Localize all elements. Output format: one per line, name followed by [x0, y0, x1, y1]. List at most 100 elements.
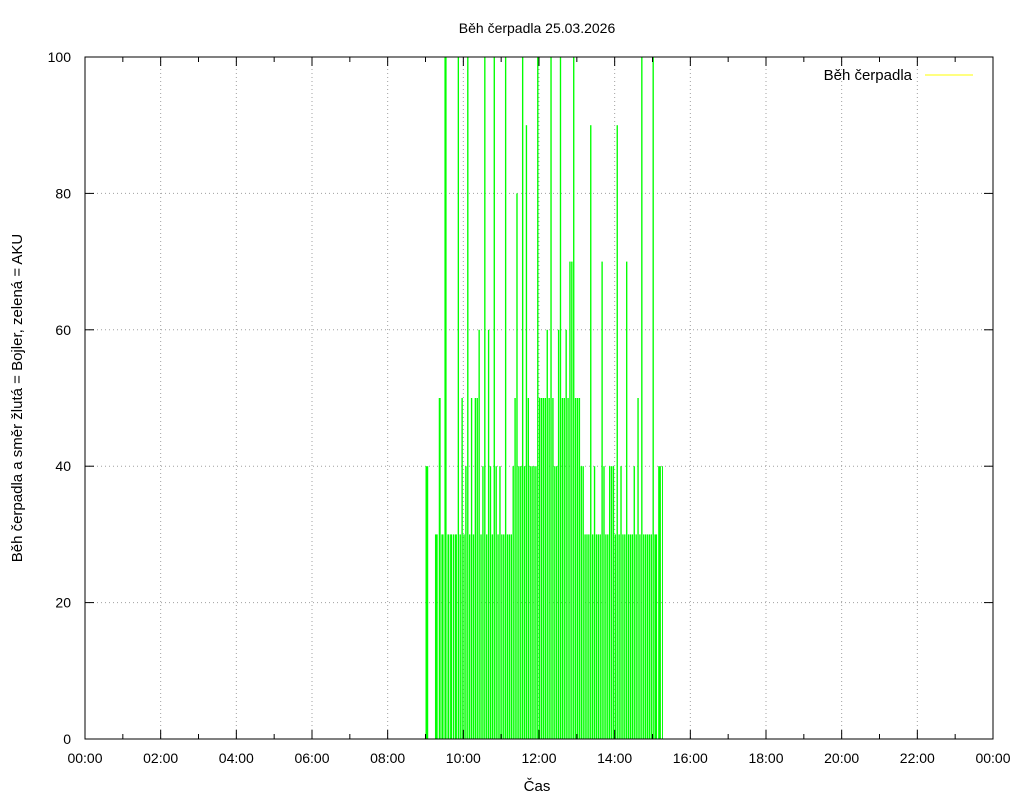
bar [521, 57, 524, 739]
bar [452, 534, 455, 739]
bar [516, 193, 518, 739]
bar [470, 398, 473, 739]
bar [607, 534, 609, 739]
x-tick-label: 16:00 [673, 750, 708, 766]
bar [588, 534, 590, 739]
bar [550, 57, 552, 739]
y-tick-label: 100 [48, 49, 72, 65]
bar [658, 466, 661, 739]
bar [444, 57, 447, 739]
bar [601, 261, 603, 739]
bar [593, 466, 596, 739]
bar [450, 534, 452, 739]
bar [510, 534, 512, 739]
bar [582, 466, 584, 739]
bar [501, 534, 503, 739]
x-tick-label: 14:00 [597, 750, 632, 766]
bar [531, 466, 533, 739]
bar [614, 534, 617, 739]
x-tick-label: 18:00 [748, 750, 783, 766]
bar [542, 398, 545, 739]
bar [552, 398, 554, 739]
bar [493, 57, 495, 739]
bar [591, 534, 594, 739]
bar [627, 534, 630, 739]
tick-labels: 00:00 02:00 04:00 06:00 08:00 10:00 12:00 14:00… [48, 49, 1011, 766]
bar [661, 466, 663, 739]
bar [641, 57, 643, 739]
bar [567, 398, 569, 739]
x-tick-label: 20:00 [824, 750, 859, 766]
y-tick-label: 80 [55, 185, 71, 201]
bar [478, 329, 480, 739]
bar [425, 466, 429, 739]
bar [654, 534, 658, 739]
bar [503, 534, 505, 739]
bar [497, 534, 499, 739]
bar [495, 466, 497, 739]
bar [633, 466, 635, 739]
x-tick-label: 12:00 [521, 750, 556, 766]
bar [578, 398, 581, 739]
x-tick-label: 22:00 [900, 750, 935, 766]
bar [482, 466, 484, 739]
bar [556, 466, 558, 739]
bar [457, 57, 460, 739]
bar [652, 57, 654, 739]
bar [533, 466, 535, 739]
bar [434, 534, 438, 739]
bar [465, 466, 467, 739]
bar [499, 466, 501, 739]
bar [622, 534, 624, 739]
x-tick-label: 00:00 [67, 750, 102, 766]
x-tick-label: 00:00 [975, 750, 1010, 766]
bar [650, 534, 652, 739]
bar [438, 398, 441, 739]
legend: Běh čerpadla [824, 67, 973, 84]
bar [620, 466, 622, 739]
bar [467, 57, 469, 739]
y-tick-label: 0 [63, 731, 71, 747]
bar [441, 534, 444, 739]
bar [608, 466, 611, 739]
bar [447, 534, 450, 739]
y-tick-label: 40 [55, 458, 71, 474]
bar [610, 466, 613, 739]
bar [539, 398, 541, 739]
x-tick-label: 06:00 [294, 750, 329, 766]
legend-label: Běh čerpadla [824, 67, 913, 84]
bar [563, 398, 565, 739]
chart-title: Běh čerpadla 25.03.2026 [459, 20, 616, 36]
y-tick-label: 20 [55, 595, 71, 611]
bar [559, 57, 562, 739]
x-tick-label: 02:00 [143, 750, 178, 766]
bar [484, 57, 486, 739]
bar [487, 329, 490, 739]
bar [646, 534, 649, 739]
x-axis-label: Čas [524, 778, 551, 795]
bar [514, 398, 516, 739]
bar [527, 398, 530, 739]
bar [569, 261, 571, 739]
bar [480, 534, 482, 739]
bar [605, 534, 607, 739]
bar [626, 261, 628, 739]
plot-frame [84, 56, 994, 740]
bar [544, 398, 547, 739]
bar [580, 466, 582, 739]
bar [576, 398, 579, 739]
bar [461, 398, 463, 739]
bar [455, 534, 457, 739]
bar [590, 125, 592, 739]
bar [508, 534, 511, 739]
bar [546, 329, 548, 739]
bar [586, 534, 588, 739]
bar [554, 466, 556, 739]
bar [574, 398, 577, 739]
bar [648, 534, 651, 739]
bar [469, 534, 471, 739]
y-axis-label: Běh čerpadla a směr žlutá = Bojler, zele… [9, 234, 26, 563]
bar [629, 534, 632, 739]
bar [472, 534, 475, 739]
bar [599, 534, 601, 739]
